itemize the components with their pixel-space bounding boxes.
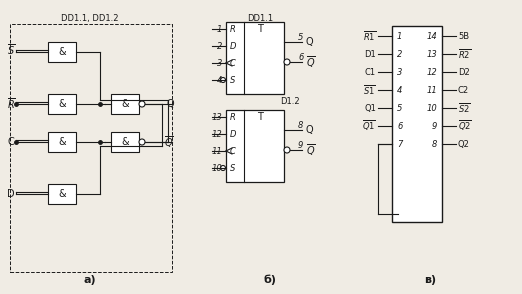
Text: S: S [230,76,235,84]
Text: $\overline{Q1}$: $\overline{Q1}$ [362,118,376,133]
Text: $\overline{R}$: $\overline{R}$ [7,97,16,111]
Text: $\overline{S2}$: $\overline{S2}$ [458,101,471,115]
Text: T: T [257,24,263,34]
Text: Q2: Q2 [458,139,470,148]
Text: 11: 11 [426,86,437,94]
Text: 10: 10 [426,103,437,113]
Text: 3: 3 [217,59,222,68]
Bar [48,184,76,204]
Text: 4: 4 [217,76,222,84]
Text: $\overline{S}$: $\overline{S}$ [7,43,15,57]
Text: 8: 8 [432,139,437,148]
Text: 6: 6 [397,121,402,131]
Text: &: & [58,137,66,147]
Text: 6: 6 [298,53,303,61]
Text: 14: 14 [426,31,437,41]
Text: 9: 9 [432,121,437,131]
Text: Q: Q [306,125,314,135]
Text: D: D [7,189,15,199]
Text: 1: 1 [217,24,222,34]
Text: C: C [230,146,236,156]
Bar [48,132,76,152]
Text: DD1.1, DD1.2: DD1.1, DD1.2 [61,14,118,23]
Text: $\overline{S1}$: $\overline{S1}$ [363,83,376,97]
Text: &: & [58,99,66,109]
Text: 9: 9 [298,141,303,150]
Text: Q1: Q1 [364,103,376,113]
Text: в): в) [424,275,436,285]
Text: &: & [121,137,129,147]
Text: D1.2: D1.2 [280,96,300,106]
Text: 10: 10 [211,163,222,173]
Circle shape [220,78,226,83]
Text: T: T [257,112,263,122]
Text: 12: 12 [211,129,222,138]
Text: 5B: 5B [458,31,469,41]
Text: 13: 13 [211,113,222,121]
Text: R: R [230,24,236,34]
Text: C2: C2 [458,86,469,94]
Text: C: C [230,59,236,68]
Text: D1: D1 [364,49,376,59]
Text: 12: 12 [426,68,437,76]
Text: Q: Q [306,37,314,47]
Text: 5: 5 [298,33,303,41]
Text: $\overline{R1}$: $\overline{R1}$ [363,29,376,43]
Text: 3: 3 [397,68,402,76]
Bar [111,132,139,152]
Text: 2: 2 [397,49,402,59]
Bar [48,42,76,62]
Text: &: & [58,47,66,57]
Text: $\overline{R2}$: $\overline{R2}$ [458,47,471,61]
Text: $\overline{Q2}$: $\overline{Q2}$ [458,118,472,133]
Bar [392,26,442,222]
Text: $\overline{Q}$: $\overline{Q}$ [164,134,174,150]
Text: D: D [230,129,236,138]
Circle shape [284,59,290,65]
Circle shape [139,101,145,107]
Text: а): а) [84,275,97,285]
Text: 2: 2 [217,41,222,51]
Text: $\overline{Q}$: $\overline{Q}$ [306,142,316,158]
Text: 11: 11 [211,146,222,156]
Text: б): б) [264,275,277,285]
Text: 8: 8 [298,121,303,129]
Text: &: & [121,99,129,109]
Text: 13: 13 [426,49,437,59]
Text: D: D [230,41,236,51]
Text: Q: Q [167,99,174,109]
Bar [48,94,76,114]
Bar [10,24,172,272]
Bar [226,110,284,182]
Text: 7: 7 [397,139,402,148]
Text: S: S [230,163,235,173]
Text: C: C [7,137,14,147]
Text: $\overline{Q}$: $\overline{Q}$ [306,54,316,70]
Text: 4: 4 [397,86,402,94]
Text: 1: 1 [397,31,402,41]
Bar [111,94,139,114]
Text: 5: 5 [397,103,402,113]
Circle shape [139,139,145,145]
Bar [226,22,284,94]
Text: DD1.1: DD1.1 [247,14,273,23]
Text: D2: D2 [458,68,470,76]
Circle shape [220,166,226,171]
Circle shape [284,147,290,153]
Text: R: R [230,113,236,121]
Text: &: & [58,189,66,199]
Text: C1: C1 [365,68,376,76]
